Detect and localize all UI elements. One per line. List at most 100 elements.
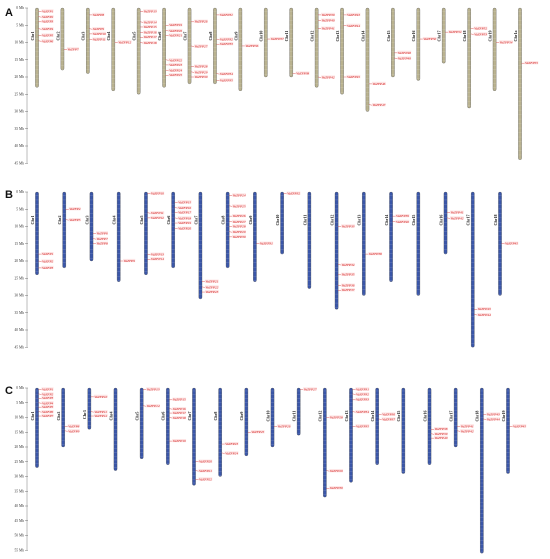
gene-label[interactable]: VaZFP40 [322,19,335,23]
gene-label[interactable]: VaZFP5 [69,218,80,222]
chromosome-chr10[interactable]: Chr10 VaZFP37 [259,7,285,78]
gene-label[interactable]: VaZFP32 [220,38,233,42]
gene-label[interactable]: VaZFP13 [147,387,160,391]
gene-label[interactable]: VaZFP35 [342,273,355,277]
gene-label[interactable]: VaZFP32 [287,192,300,196]
gene-label[interactable]: VaZFP38 [369,252,382,256]
gene-label[interactable]: VaZFP39 [322,13,335,17]
gene-label[interactable]: VaZFP41 [451,211,464,215]
gene-label[interactable]: VaZFP34 [356,410,369,414]
gene-label[interactable]: VaZFP52 [474,27,487,31]
gene-label[interactable]: VaZFP19 [169,23,182,27]
gene-label[interactable]: VaZFP2 [42,260,53,264]
gene-label[interactable]: VaZFP22 [169,58,182,62]
gene-label[interactable]: VaZFP4 [42,27,53,31]
gene-label[interactable]: VaZFP38 [435,427,448,431]
chromosome-chr4[interactable]: Chr4 VaZFP9 [112,191,136,282]
gene-label[interactable]: VaZFP8 [93,13,104,17]
chromosome-chr12[interactable]: Chr12 VaZFP39 VaZFP40 VaZFP41 VaZFP42 [310,7,335,88]
gene-label[interactable]: VaZFP25 [233,204,246,208]
gene-label[interactable]: VaZFP15 [173,398,186,402]
gene-label[interactable]: VaZFP46 [373,82,386,86]
chromosome-chr2[interactable]: Chr2 VaZFP7 [55,7,79,71]
gene-label[interactable]: VaZFP48 [398,51,411,55]
gene-label[interactable]: VaZFP24 [233,193,246,197]
gene-label[interactable]: VaZFP36 [245,44,258,48]
gene-label[interactable]: VaZFP27 [195,44,208,48]
gene-label[interactable]: VaZFP42 [322,76,335,80]
gene-label[interactable]: VaZFP53 [474,32,487,36]
gene-label[interactable]: VaZFP22 [206,285,219,289]
gene-label[interactable]: VaZFP49 [398,57,411,61]
chromosome-chr1[interactable]: Chr1 VaZFP1VaZFP2VaZFP3VaZFP4VaZFP5VaZFP6… [30,387,54,468]
gene-label[interactable]: VaZFP20 [169,29,182,33]
gene-label[interactable]: VaZFP16 [144,31,157,35]
chromosome-chr1[interactable]: Chr1 VaZFP1 VaZFP2 VaZFP3 [30,191,54,275]
gene-label[interactable]: VaZFP28 [330,415,343,419]
gene-label[interactable]: VaZFP3 [42,20,53,24]
gene-label[interactable]: VaZFP51 [449,30,462,34]
chromosome-chr19[interactable]: Chr19 VaZFP54 [487,7,513,91]
gene-label[interactable]: VaZFP42 [451,216,464,220]
gene-label[interactable]: VaZFP10 [151,192,164,196]
gene-label[interactable]: VaZFP1 [42,252,53,256]
gene-label[interactable]: VaZFP33 [342,224,355,228]
gene-label[interactable]: VaZFP1 [42,387,53,391]
chromosome-chr19[interactable]: Chr19 VaZFP45 [501,387,527,474]
gene-label[interactable]: VaZFP2 [42,392,53,396]
chromosome-chr5[interactable]: Chr5 VaZFP13 VaZFP14 [135,387,160,459]
gene-label[interactable]: VaZFP6 [42,410,53,414]
gene-label[interactable]: VaZFP28 [195,65,208,69]
gene-label[interactable]: VaZFP20 [199,460,212,464]
gene-label[interactable]: VaZFP34 [220,72,233,76]
gene-label[interactable]: VaZFP7 [97,237,108,241]
gene-label[interactable]: VaZFP24 [225,451,238,455]
gene-label[interactable]: VaZFP27 [233,220,246,224]
gene-label[interactable]: VaZFP18 [178,216,191,220]
chromosome-chr9[interactable]: Chr9 VaZFP25 [239,387,265,456]
gene-label[interactable]: VaZFP4 [42,401,53,405]
gene-label[interactable]: VaZFP3 [42,266,53,270]
gene-label[interactable]: VaZFP44 [347,24,360,28]
gene-label[interactable]: VaZFP37 [271,37,284,41]
gene-label[interactable]: VaZFP21 [199,469,212,473]
gene-label[interactable]: VaZFP34 [342,263,355,267]
gene-label[interactable]: VaZFP27 [304,387,317,391]
gene-label[interactable]: VaZFP29 [330,469,343,473]
gene-label[interactable]: VaZFP29 [233,230,246,234]
gene-label[interactable]: VaZFP33 [356,398,369,402]
gene-label[interactable]: VaZFP43 [487,412,500,416]
chromosome-chr11[interactable]: Chr11 VaZFP27 [292,387,317,436]
gene-label[interactable]: VaZFP15 [144,25,157,29]
gene-label[interactable]: VaZFP24 [169,69,182,73]
chromosome-chr15[interactable]: Chr15 [396,387,406,474]
gene-label[interactable]: VaZFP28 [233,224,246,228]
gene-label[interactable]: VaZFP17 [144,35,157,39]
gene-label[interactable]: VaZFP31 [356,387,369,391]
gene-label[interactable]: VaZFP37 [342,288,355,292]
chromosome-chr18[interactable]: Chr18 VaZFP45 [493,191,519,296]
chromosome-chr10[interactable]: Chr10 VaZFP32 [275,191,301,255]
chromosome-chr1a[interactable]: Chr1a VaZFP55 [513,7,539,160]
gene-label[interactable]: VaZFP41 [322,27,335,31]
gene-label[interactable]: VaZFP36 [342,284,355,288]
gene-label[interactable]: VaZFP45 [513,424,526,428]
gene-label[interactable]: VaZFP45 [347,75,360,79]
gene-label[interactable]: VaZFP35 [356,424,369,428]
gene-label[interactable]: VaZFP11 [151,211,164,215]
gene-label[interactable]: VaZFP12 [94,414,107,418]
gene-label[interactable]: VaZFP26 [195,20,208,24]
gene-label[interactable]: VaZFP9 [68,429,79,433]
gene-label[interactable]: VaZFP23 [225,442,238,446]
gene-label[interactable]: VaZFP10 [93,32,106,36]
